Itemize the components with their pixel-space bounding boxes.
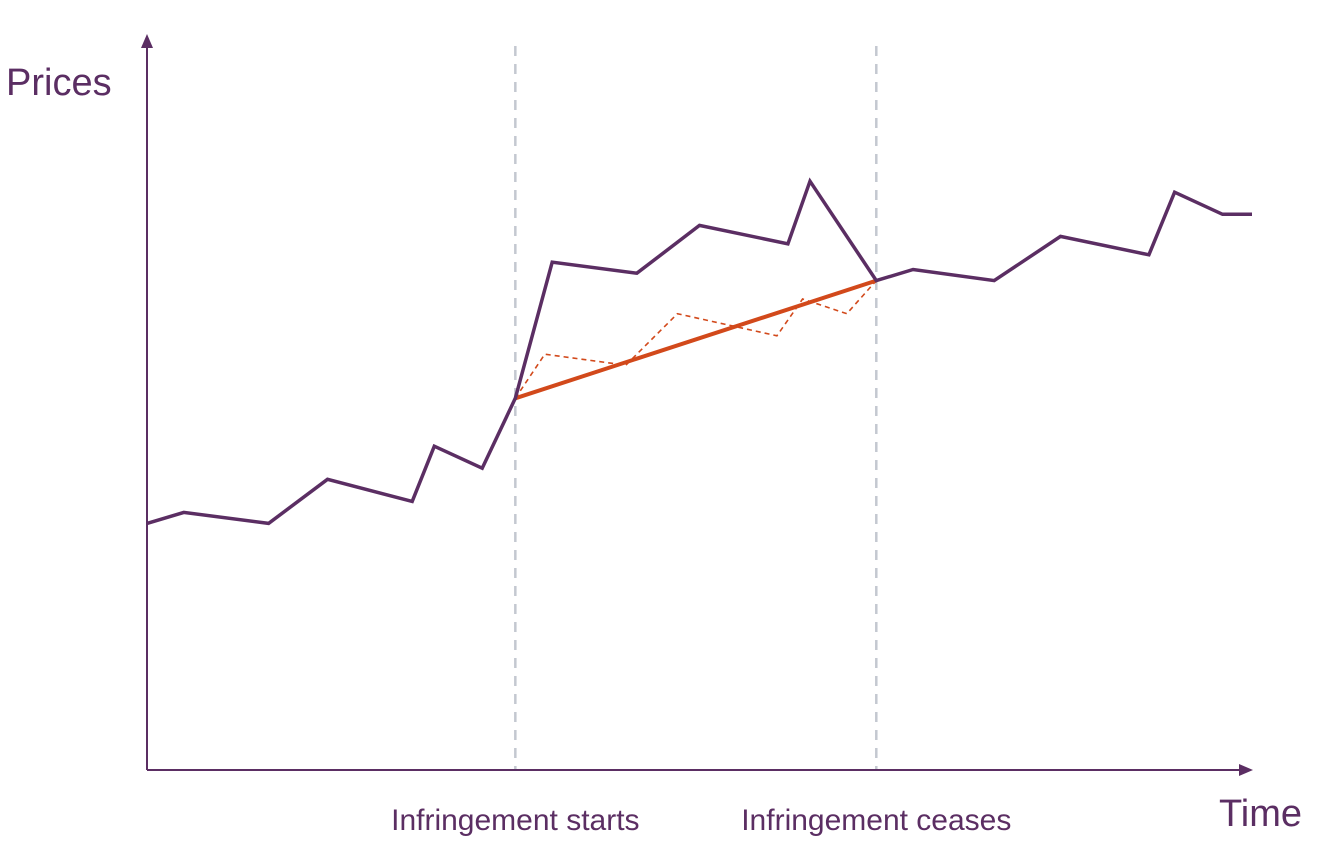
infringement-dividers — [514, 46, 878, 770]
x-axis-label: Time — [1219, 793, 1302, 835]
series-line-actual — [146, 177, 1252, 526]
x-axis-arrowhead — [1239, 764, 1253, 776]
y-axis-arrowhead — [141, 34, 153, 48]
series-line-counterfactual-trend — [514, 278, 877, 401]
axes — [141, 34, 1253, 776]
series-line-counterfactual-path — [514, 280, 877, 399]
marker-label-2: Infringement ceases — [741, 804, 1011, 837]
y-axis-label: Prices — [6, 62, 112, 104]
series-group — [146, 177, 1252, 526]
marker-labels: Infringement starts Infringement ceases — [391, 804, 1011, 837]
marker-label-1: Infringement starts — [391, 804, 639, 837]
